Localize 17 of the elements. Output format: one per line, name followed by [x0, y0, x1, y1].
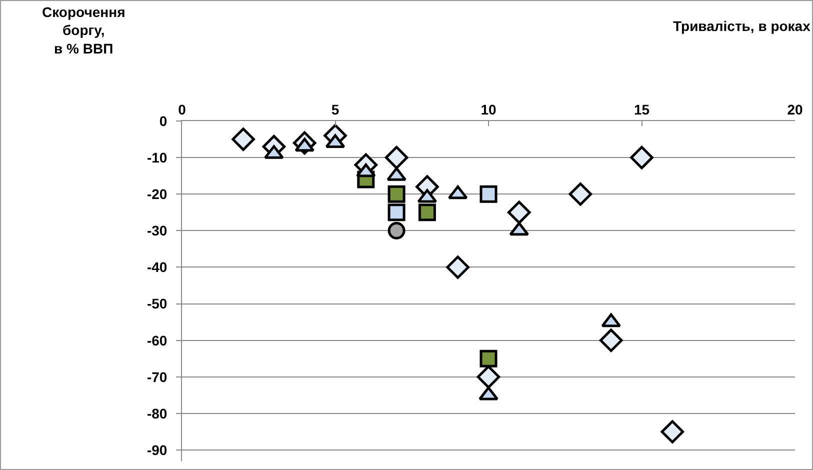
- x-tick-label: 10: [480, 101, 496, 118]
- y-tick-label: -90: [146, 442, 168, 458]
- y-tick-label: -30: [146, 222, 168, 239]
- y-axis-title: Скорочення боргу, в % ВВП: [42, 4, 126, 56]
- x-tick-label: 0: [178, 101, 186, 118]
- y-tick-label: -80: [146, 405, 168, 422]
- x-tick-label: 20: [787, 101, 803, 118]
- y-tick-label: -50: [146, 296, 168, 312]
- x-tick-label: 15: [634, 101, 650, 118]
- y-tick-label: -40: [146, 259, 168, 276]
- y-tick-label: -60: [146, 332, 168, 348]
- x-axis-title: Тривалість, в роках: [673, 18, 811, 34]
- y-tick-label: -10: [146, 149, 168, 166]
- x-tick-label: 5: [331, 101, 340, 118]
- y-tick-label: -70: [146, 368, 168, 385]
- y-tick-label: 0: [159, 112, 168, 129]
- y-tick-label: -20: [146, 186, 168, 202]
